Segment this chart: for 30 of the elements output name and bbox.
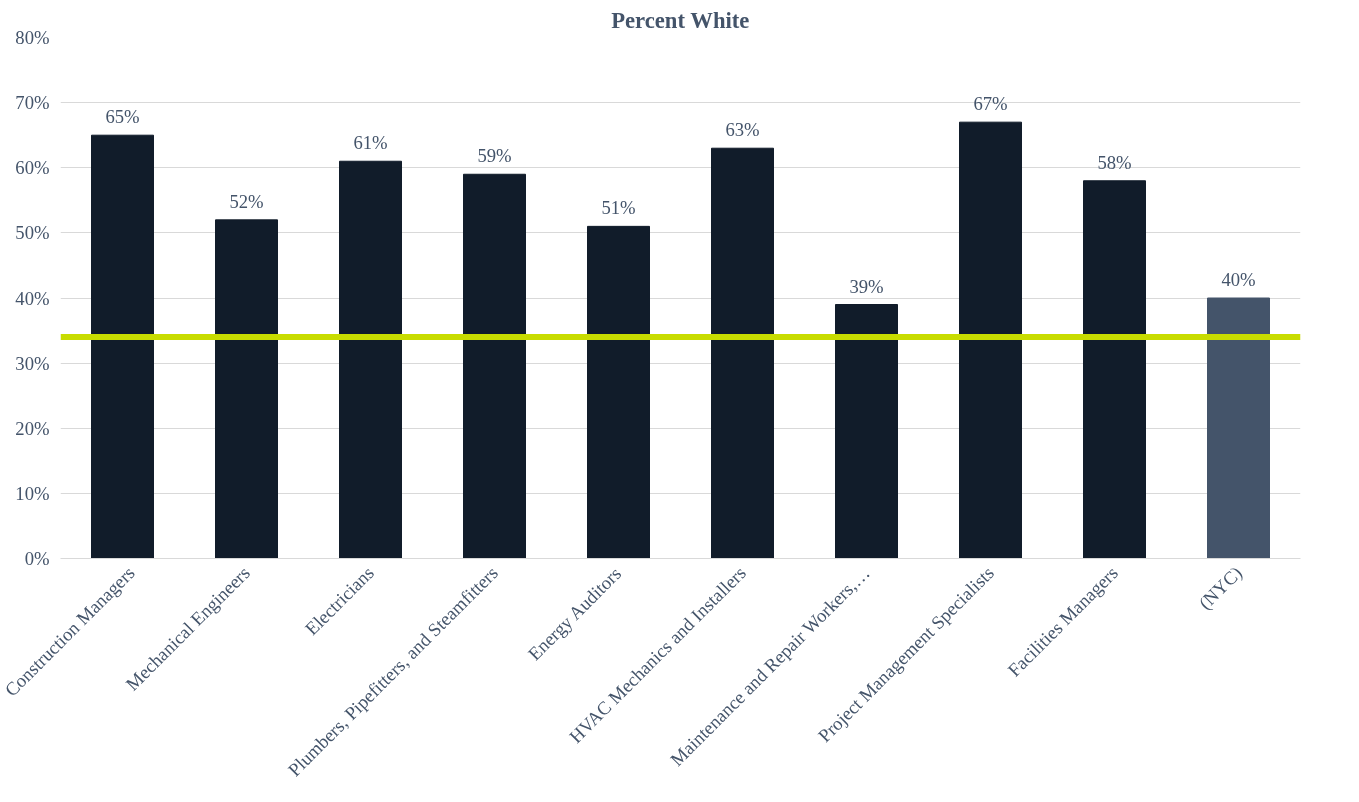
- y-tick-label: 60%: [15, 157, 50, 179]
- data-label: 67%: [973, 93, 1008, 115]
- bar: [1083, 180, 1146, 559]
- y-tick-label: 50%: [15, 222, 50, 244]
- data-label: 51%: [601, 197, 636, 219]
- y-tick-label: 10%: [15, 482, 50, 504]
- y-tick-label: 0%: [24, 548, 50, 569]
- data-label: 39%: [849, 275, 884, 297]
- bar: [215, 219, 278, 559]
- data-label: 58%: [1097, 151, 1132, 173]
- data-label: 52%: [229, 190, 264, 212]
- y-tick-label: 80%: [15, 27, 50, 48]
- data-label: 61%: [353, 132, 388, 154]
- chart-title: Percent White: [611, 7, 750, 33]
- bar: [91, 134, 154, 559]
- bar: [959, 121, 1022, 559]
- y-tick-label: 70%: [15, 92, 50, 114]
- bar: [1207, 297, 1270, 559]
- data-label: 59%: [477, 145, 512, 167]
- y-tick-label: 20%: [15, 417, 50, 439]
- data-label: 65%: [105, 106, 140, 128]
- data-label: 63%: [725, 119, 760, 141]
- bar: [835, 304, 898, 559]
- bar: [587, 225, 650, 559]
- bar: [339, 160, 402, 559]
- y-tick-label: 30%: [15, 352, 50, 374]
- bar: [711, 147, 774, 559]
- bar: [463, 173, 526, 559]
- y-tick-label: 40%: [15, 287, 50, 309]
- data-label: 40%: [1221, 269, 1256, 290]
